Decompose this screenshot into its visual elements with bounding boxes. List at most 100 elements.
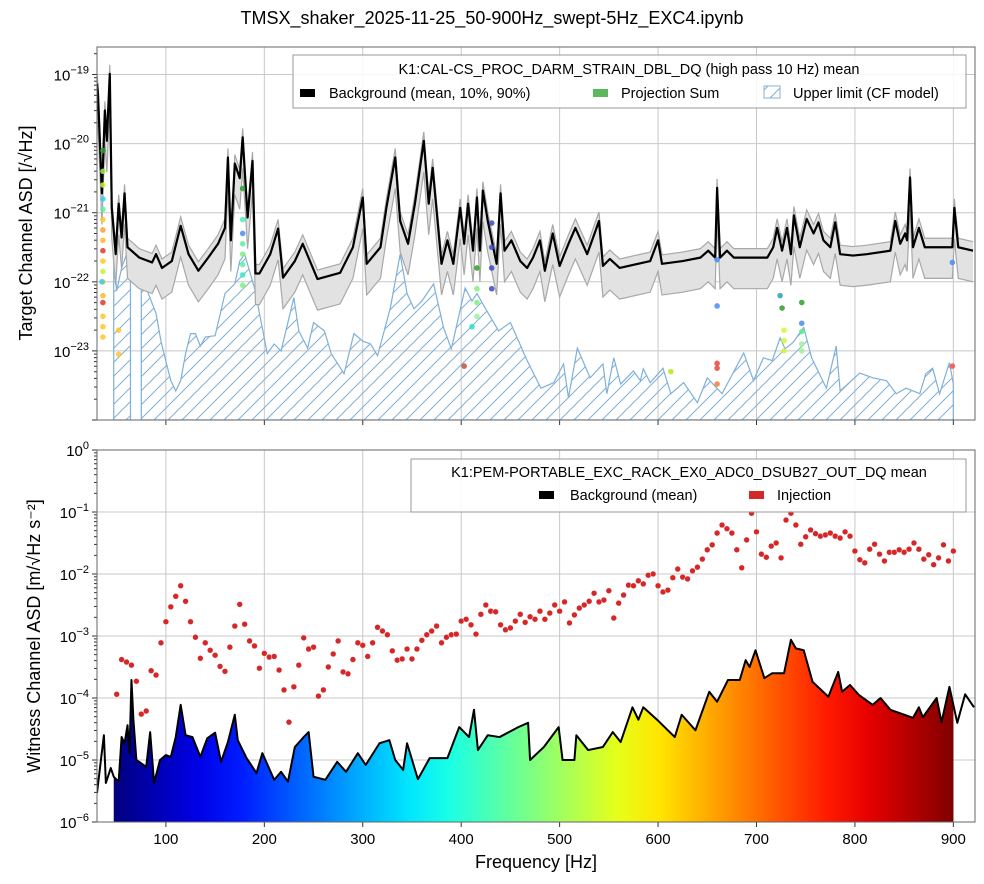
injection-point: [792, 521, 799, 529]
injection-point: [901, 549, 908, 556]
injection-point: [517, 611, 524, 618]
injection-point: [650, 570, 657, 578]
injection-point: [615, 600, 622, 607]
axes-frame: [96, 449, 976, 823]
y-tick-label: 10−5: [60, 750, 89, 770]
injection-point: [856, 556, 863, 563]
injection-point: [743, 536, 750, 544]
y-tick-label: 10−4: [60, 688, 89, 708]
injection-point: [704, 546, 711, 553]
injection-point: [113, 691, 120, 698]
projection-point: [99, 278, 105, 285]
injection-point: [512, 618, 519, 625]
bottom-panel-witness-asd: 100 200 300 400 500 600 700 800 900 100 10−1 10−2 10…: [60, 440, 975, 848]
injection-point: [600, 596, 608, 604]
projection-point: [474, 313, 480, 320]
injection-point: [654, 582, 662, 589]
injection-point: [802, 533, 809, 540]
injection-point: [403, 645, 411, 653]
injection-point: [290, 683, 297, 690]
injection-point: [261, 650, 268, 657]
injection-point: [861, 559, 868, 566]
projection-point: [714, 365, 720, 371]
injection-point: [763, 554, 770, 561]
figure-title: TMSX_shaker_2025-11-25_50-900Hz_swept-5H…: [241, 8, 744, 29]
legend-entry-projection-sum: Projection Sum: [621, 86, 719, 102]
injection-point: [123, 658, 130, 666]
projection-point: [781, 348, 787, 354]
projection-point: [949, 363, 956, 369]
injection-point: [477, 611, 484, 618]
injection-point: [664, 587, 671, 594]
injection-point: [325, 663, 332, 671]
projection-point: [798, 348, 805, 354]
projection-point: [100, 216, 106, 223]
projection-point: [714, 360, 720, 367]
bottom-legend-title: K1:PEM-PORTABLE_EXC_RACK_EX0_ADC0_DSUB27…: [451, 465, 927, 481]
injection-point: [581, 601, 588, 609]
projection-point: [781, 337, 787, 344]
projection-point: [474, 285, 480, 292]
injection-point: [674, 565, 681, 573]
y-tick-label: 10−19: [54, 64, 89, 84]
x-tick-label: 400: [449, 831, 474, 848]
legend-swatch-background: [300, 89, 315, 97]
injection-point: [881, 557, 888, 565]
projection-point: [100, 182, 106, 188]
injection-point: [689, 567, 696, 575]
injection-point: [349, 656, 357, 663]
projection-point: [100, 334, 106, 340]
injection-point: [694, 564, 701, 571]
projection-point: [798, 320, 805, 327]
injection-point: [723, 525, 731, 532]
injection-point: [610, 614, 617, 622]
injection-point: [271, 653, 278, 660]
injection-point: [807, 526, 814, 534]
injection-point: [905, 546, 913, 553]
injection-point: [891, 549, 898, 556]
injection-point: [428, 627, 435, 635]
injection-point: [733, 546, 740, 553]
injection-point: [482, 601, 489, 609]
projection-point: [798, 328, 805, 335]
injection-point: [492, 608, 499, 615]
injection-point: [285, 719, 293, 726]
injection-point: [438, 639, 445, 646]
projection-point: [488, 265, 495, 271]
injection-point: [950, 547, 957, 555]
injection-point: [172, 593, 179, 600]
x-tick-label: 600: [646, 831, 671, 848]
injection-point: [541, 616, 548, 623]
bottom-y-axis-label: Witness Channel ASD [m/√Hz s⁻²]: [24, 499, 44, 772]
injection-point: [925, 551, 932, 558]
injection-point: [241, 621, 248, 628]
injection-point: [866, 546, 873, 553]
injection-point: [551, 601, 558, 609]
injection-point: [837, 534, 844, 542]
injection-point: [777, 554, 785, 561]
injection-point: [940, 541, 947, 548]
projection-point: [798, 299, 805, 306]
injection-point: [138, 711, 145, 718]
injection-point: [896, 546, 903, 553]
injection-point: [384, 631, 391, 638]
injection-point: [472, 631, 480, 638]
injection-point: [148, 667, 155, 674]
injection-point: [846, 533, 854, 540]
x-tick-label: 100: [153, 831, 178, 848]
injection-point: [507, 624, 514, 632]
legend-swatch-background-mean: [539, 491, 554, 499]
injection-point: [851, 547, 859, 555]
injection-point: [827, 529, 834, 537]
projection-point: [239, 272, 246, 278]
projection-point: [115, 327, 122, 333]
plot-area: [97, 510, 975, 822]
x-axis-label: Frequency [Hz]: [475, 852, 597, 872]
projection-point: [239, 282, 246, 289]
injection-point: [753, 528, 760, 535]
injection-point: [841, 528, 849, 535]
injection-point: [236, 601, 243, 608]
y-tick-label: 10−23: [54, 341, 89, 361]
injection-point: [546, 609, 553, 617]
injection-point: [177, 582, 184, 589]
